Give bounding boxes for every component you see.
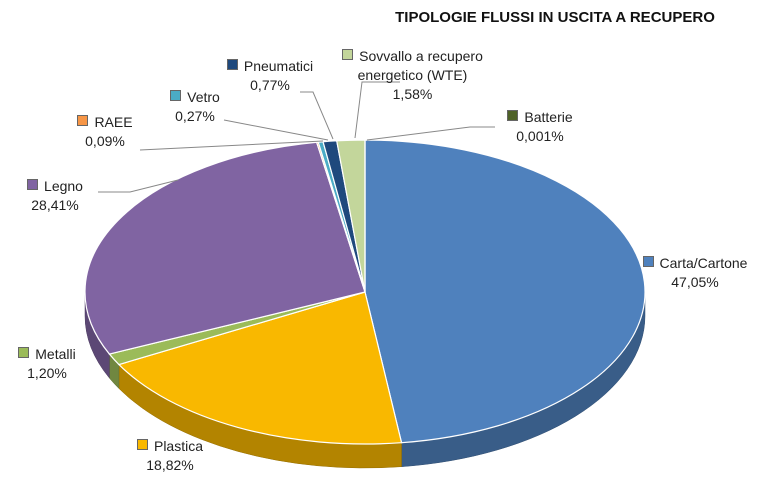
data-label: Pneumatici 0,77%	[210, 57, 330, 95]
leader-line	[300, 91, 334, 140]
data-label: Legno 28,41%	[0, 177, 110, 215]
legend-marker	[136, 439, 148, 450]
category-label: Sovvallo a recupero energetico (WTE)	[357, 48, 483, 83]
value-label: 28,41%	[31, 197, 79, 213]
data-label: Batterie 0,001%	[480, 108, 600, 146]
pie-tops	[84, 139, 646, 445]
value-label: 0,001%	[516, 128, 564, 144]
category-label: Metalli	[35, 346, 76, 362]
data-label: Metalli 1,20%	[2, 345, 92, 383]
value-label: 47,05%	[671, 274, 719, 290]
data-label: Sovvallo a recupero energetico (WTE) 1,58…	[330, 47, 495, 104]
leader-line	[223, 119, 329, 141]
leader-line	[366, 126, 495, 141]
leader-line	[98, 179, 179, 193]
category-label: Plastica	[153, 438, 204, 454]
chart-title: TIPOLOGIE FLUSSI IN USCITA A RECUPERO	[395, 9, 715, 26]
slice	[117, 291, 403, 445]
legend-marker	[27, 179, 39, 190]
category-label: Legno	[44, 178, 83, 194]
value-label: 0,27%	[175, 108, 215, 124]
slice	[84, 141, 366, 355]
leader-line	[354, 81, 400, 139]
value-label: 0,09%	[85, 133, 125, 149]
category-label: Pneumatici	[243, 58, 314, 74]
legend-marker	[77, 115, 89, 126]
category-label: Carta/Cartone	[659, 255, 748, 271]
value-label: 1,20%	[27, 365, 67, 381]
legend-marker	[507, 110, 519, 121]
data-label: Vetro 0,27%	[145, 88, 245, 126]
data-label: RAEE 0,09%	[55, 113, 155, 151]
leader-line	[139, 140, 324, 151]
value-label: 18,82%	[146, 457, 194, 473]
legend-marker	[18, 347, 30, 358]
value-label: 1,58%	[392, 86, 433, 102]
pie-sides	[84, 291, 646, 469]
category-label: RAEE	[94, 114, 133, 130]
category-label: Vetro	[187, 89, 220, 105]
data-label: Plastica 18,82%	[100, 437, 240, 475]
legend-marker	[642, 256, 654, 267]
legend-marker	[342, 49, 354, 60]
slice	[364, 139, 646, 444]
legend-marker	[226, 59, 238, 70]
legend-marker	[170, 90, 182, 101]
value-label: 0,77%	[250, 77, 290, 93]
data-label: Carta/Cartone 47,05%	[640, 254, 750, 292]
category-label: Batterie	[524, 109, 573, 125]
